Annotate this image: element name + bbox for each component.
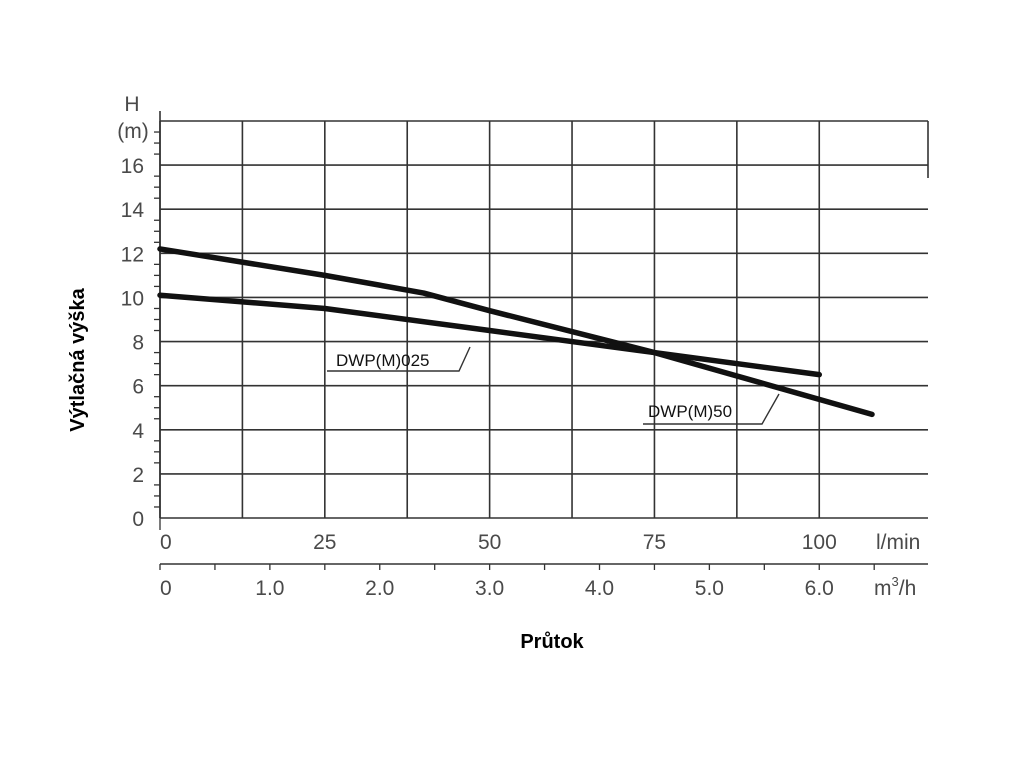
y-axis-ticks: 0 2 4 6 8 10 12 14 16: [121, 155, 145, 531]
x-unit: l/min: [876, 531, 920, 554]
grid: [154, 111, 929, 519]
x2-tick-label: 0: [160, 577, 172, 600]
x-tick-label: 75: [643, 531, 666, 554]
x-axis-ticks: 0 25 50 75 100: [159, 518, 837, 554]
y-unit-symbol: H: [124, 93, 139, 116]
x2-tick-label: 3.0: [475, 577, 504, 600]
x-tick-label: 0: [160, 531, 172, 554]
y-tick-label: 2: [132, 464, 144, 487]
x-tick-label: 25: [313, 531, 336, 554]
x2-tick-label: 6.0: [805, 577, 834, 600]
curves: [157, 246, 875, 418]
x2-tick-label: 1.0: [255, 577, 284, 600]
y-tick-label: 12: [121, 243, 144, 266]
y-tick-label: 14: [121, 199, 145, 222]
x2-tick-label: 4.0: [585, 577, 614, 600]
x2-unit: m3/h: [874, 574, 916, 600]
y-unit: (m): [117, 120, 148, 143]
secondary-x-axis: 0 1.0 2.0 3.0 4.0 5.0 6.0: [159, 563, 928, 600]
svg-text:DWP(M)50: DWP(M)50: [648, 402, 732, 421]
x2-tick-label: 2.0: [365, 577, 394, 600]
x-axis-title: Průtok: [520, 631, 584, 653]
x2-tick-label: 5.0: [695, 577, 724, 600]
y-tick-label: 6: [132, 376, 144, 399]
y-tick-label: 8: [132, 332, 144, 355]
x-tick-label: 50: [478, 531, 501, 554]
y-axis-title: Výtlačná výška: [67, 287, 89, 431]
y-tick-label: 16: [121, 155, 144, 178]
y-tick-label: 4: [132, 420, 144, 443]
svg-text:DWP(M)025: DWP(M)025: [336, 351, 430, 370]
x-tick-label: 100: [802, 531, 837, 554]
series-line-dwp025: [157, 292, 823, 378]
series-label-dwp50: DWP(M)50: [643, 393, 780, 425]
y-tick-label: 0: [132, 508, 144, 531]
series-label-dwp025: DWP(M)025: [327, 346, 471, 372]
series-line-dwp50: [157, 246, 875, 418]
y-tick-label: 10: [121, 287, 144, 310]
